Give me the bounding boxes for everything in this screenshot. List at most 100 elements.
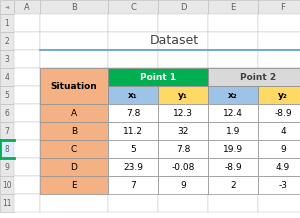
Bar <box>258 158 300 176</box>
Text: -0.08: -0.08 <box>171 162 195 172</box>
Text: D: D <box>180 2 186 12</box>
Bar <box>40 0 108 14</box>
Bar <box>0 32 14 50</box>
Bar <box>14 104 40 122</box>
Text: 11.2: 11.2 <box>123 126 143 136</box>
Text: 8: 8 <box>4 145 9 153</box>
Bar <box>108 122 158 140</box>
Bar <box>258 122 300 140</box>
Text: 12.3: 12.3 <box>173 109 193 118</box>
Bar <box>108 68 208 86</box>
Bar <box>14 50 40 68</box>
Bar <box>14 68 40 86</box>
Bar <box>14 158 40 176</box>
Bar <box>40 32 108 50</box>
Bar <box>108 68 158 86</box>
Bar <box>108 140 158 158</box>
Bar <box>40 176 108 194</box>
Bar <box>258 68 300 86</box>
Text: 4: 4 <box>4 73 9 82</box>
Text: ◄: ◄ <box>5 5 9 10</box>
Bar <box>258 176 300 194</box>
Text: E: E <box>71 181 77 189</box>
Text: 7: 7 <box>130 181 136 189</box>
Text: y₁: y₁ <box>178 90 188 99</box>
Bar <box>208 86 258 104</box>
Bar <box>0 158 14 176</box>
Bar <box>208 194 258 212</box>
Text: -8.9: -8.9 <box>274 109 292 118</box>
Bar <box>208 140 258 158</box>
Bar <box>208 140 258 158</box>
Bar <box>108 104 158 122</box>
Text: C: C <box>71 145 77 153</box>
Bar <box>258 50 300 68</box>
Bar <box>108 158 158 176</box>
Bar <box>14 176 40 194</box>
Text: 9: 9 <box>4 162 9 172</box>
Bar <box>208 176 258 194</box>
Text: Dataset: Dataset <box>149 34 199 48</box>
Text: 23.9: 23.9 <box>123 162 143 172</box>
Bar <box>208 68 300 86</box>
Text: x₁: x₁ <box>128 90 138 99</box>
Bar <box>258 158 300 176</box>
Bar <box>0 140 14 158</box>
Bar <box>258 32 300 50</box>
Bar <box>158 14 208 32</box>
Bar <box>14 140 40 158</box>
Text: C: C <box>130 2 136 12</box>
Bar <box>0 86 14 104</box>
Bar <box>158 0 208 14</box>
Bar <box>258 140 300 158</box>
Bar <box>158 176 208 194</box>
Bar <box>0 68 14 86</box>
Bar <box>0 0 14 14</box>
Bar <box>108 0 158 14</box>
Text: 5: 5 <box>4 90 9 99</box>
Bar <box>208 50 258 68</box>
Text: 3: 3 <box>4 54 9 63</box>
Bar <box>108 194 158 212</box>
Bar <box>40 158 108 176</box>
Bar <box>40 104 108 122</box>
Bar <box>258 176 300 194</box>
Text: -8.9: -8.9 <box>224 162 242 172</box>
Text: A: A <box>24 2 30 12</box>
Text: Situation: Situation <box>51 82 98 90</box>
Bar <box>158 68 208 86</box>
Text: 1.9: 1.9 <box>226 126 240 136</box>
Bar <box>158 158 208 176</box>
Bar <box>208 14 258 32</box>
Bar <box>0 194 14 212</box>
Text: 7.8: 7.8 <box>126 109 140 118</box>
Bar <box>108 14 158 32</box>
Bar <box>14 194 40 212</box>
Bar <box>40 86 108 104</box>
Bar <box>108 122 158 140</box>
Bar <box>14 0 40 14</box>
Bar <box>208 68 258 86</box>
Bar <box>0 122 14 140</box>
Text: 7: 7 <box>4 126 9 136</box>
Bar <box>208 122 258 140</box>
Bar <box>208 86 258 104</box>
Text: A: A <box>71 109 77 118</box>
Bar <box>258 140 300 158</box>
Bar <box>208 0 258 14</box>
Bar <box>40 194 108 212</box>
Text: 9: 9 <box>180 181 186 189</box>
Bar <box>40 176 108 194</box>
Bar <box>258 14 300 32</box>
Bar <box>158 194 208 212</box>
Text: B: B <box>71 126 77 136</box>
Bar <box>14 86 40 104</box>
Bar <box>158 86 208 104</box>
Bar <box>14 32 40 50</box>
Bar <box>0 50 14 68</box>
Bar <box>158 86 208 104</box>
Bar <box>108 176 158 194</box>
Bar <box>108 50 158 68</box>
Bar <box>258 86 300 104</box>
Text: y₂: y₂ <box>278 90 288 99</box>
